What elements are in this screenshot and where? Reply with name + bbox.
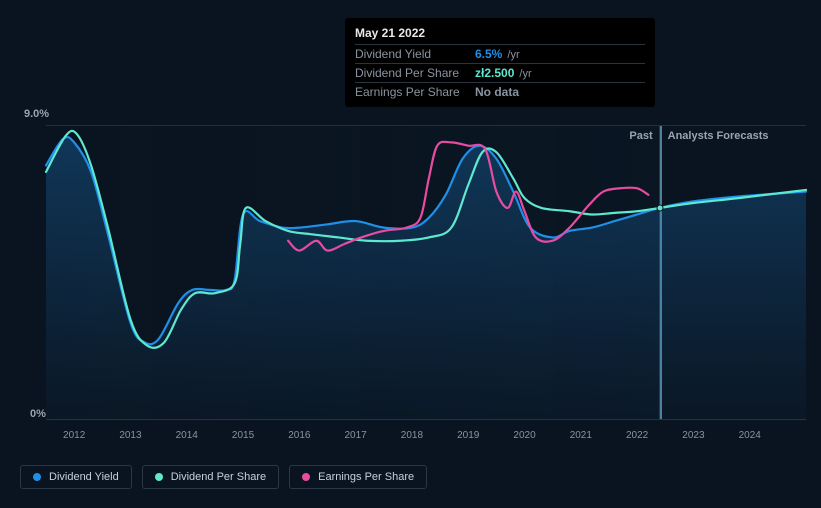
x-tick: 2016	[288, 430, 310, 441]
tooltip-row-label: Earnings Per Share	[355, 85, 475, 99]
legend-item[interactable]: Dividend Per Share	[142, 465, 279, 489]
tooltip-row: Dividend Per Sharezł2.500 /yr	[355, 63, 645, 82]
x-tick: 2021	[570, 430, 592, 441]
tooltip-row-value: 6.5% /yr	[475, 47, 520, 61]
x-tick: 2014	[176, 430, 198, 441]
tooltip-row-value: No data	[475, 85, 519, 99]
x-tick: 2012	[63, 430, 85, 441]
tooltip-row: Dividend Yield6.5% /yr	[355, 44, 645, 63]
x-tick: 2018	[401, 430, 423, 441]
x-tick: 2017	[345, 430, 367, 441]
x-tick: 2020	[513, 430, 535, 441]
x-tick: 2022	[626, 430, 648, 441]
series-area	[46, 137, 806, 421]
legend-label: Dividend Per Share	[171, 471, 266, 483]
legend-label: Earnings Per Share	[318, 471, 414, 483]
chart-plot-area[interactable]: Past Analysts Forecasts	[46, 125, 806, 420]
x-axis: 2012 2013 2014 2015 2016 2017 2018 2019 2020 2021…	[46, 430, 806, 448]
yaxis-min-label: 0%	[30, 408, 46, 420]
tooltip-row-label: Dividend Per Share	[355, 66, 475, 80]
hover-marker	[656, 204, 663, 211]
legend-dot-icon	[302, 473, 310, 481]
legend-item[interactable]: Earnings Per Share	[289, 465, 427, 489]
legend-item[interactable]: Dividend Yield	[20, 465, 132, 489]
x-tick: 2023	[682, 430, 704, 441]
tooltip-row-label: Dividend Yield	[355, 47, 475, 61]
x-tick: 2024	[739, 430, 761, 441]
x-tick: 2015	[232, 430, 254, 441]
yaxis-max-label: 9.0%	[24, 108, 49, 120]
tooltip-row: Earnings Per ShareNo data	[355, 82, 645, 101]
legend: Dividend Yield Dividend Per Share Earnings…	[20, 465, 427, 489]
legend-dot-icon	[33, 473, 41, 481]
x-tick: 2019	[457, 430, 479, 441]
x-tick: 2013	[119, 430, 141, 441]
legend-dot-icon	[155, 473, 163, 481]
legend-label: Dividend Yield	[49, 471, 119, 483]
tooltip-date: May 21 2022	[355, 24, 645, 44]
tooltip-row-value: zł2.500 /yr	[475, 66, 532, 80]
chart-svg	[46, 126, 806, 421]
hover-tooltip: May 21 2022 Dividend Yield6.5% /yrDivide…	[345, 18, 655, 107]
